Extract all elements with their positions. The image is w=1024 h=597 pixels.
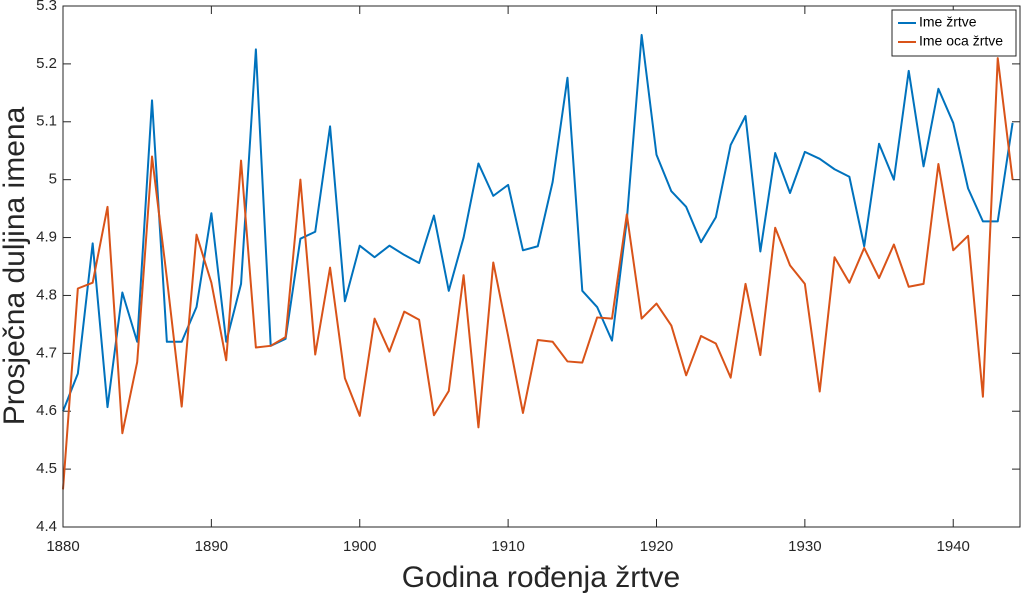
series-line (62, 57, 1014, 490)
legend-label: Ime žrtve (919, 14, 977, 30)
legend-box (891, 9, 1017, 57)
y-tick-label: 5.1 (36, 113, 57, 130)
y-tick-label: 5.2 (36, 55, 57, 72)
y-tick-label: 4.6 (36, 402, 57, 419)
legend: Ime žrtve Ime oca žrtve (891, 9, 1017, 57)
x-tick-label: 1900 (343, 538, 376, 555)
y-tick-label: 4.8 (36, 286, 57, 303)
y-tick-label: 4.4 (36, 518, 57, 535)
legend-label: Ime oca žrtve (919, 33, 1003, 49)
x-tick-label: 1880 (46, 538, 79, 555)
x-tick-label: 1930 (788, 538, 821, 555)
x-tick-label: 1920 (640, 538, 673, 555)
x-tick-label: 1890 (195, 538, 228, 555)
axes-box (62, 5, 1021, 528)
y-tick-label: 4.9 (36, 229, 57, 246)
y-tick-label: 4.7 (36, 344, 57, 361)
y-tick-label: 5.3 (36, 0, 57, 14)
series-line (62, 33, 1014, 412)
y-tick-label: 5 (49, 171, 57, 188)
x-tick-label: 1910 (491, 538, 524, 555)
y-tick-label: 4.5 (36, 460, 57, 477)
x-axis-label: Godina rođenja žrtve (402, 561, 681, 594)
x-tick-label: 1940 (937, 538, 970, 555)
y-axis-label: Prosječna duljina imena (0, 106, 31, 425)
